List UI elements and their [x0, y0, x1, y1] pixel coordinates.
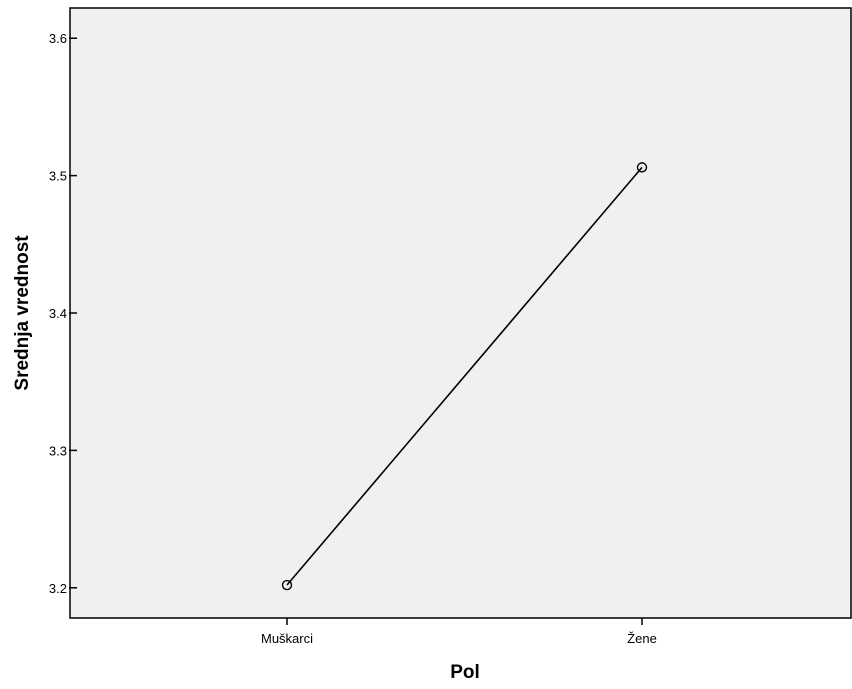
y-tick-label: 3.2	[49, 581, 67, 596]
data-point-marker	[281, 579, 293, 591]
x-tick-label: Muškarci	[261, 631, 313, 646]
x-tick-label: Žene	[627, 631, 657, 646]
y-axis-title: Srednja vrednost	[12, 235, 33, 391]
series-line	[286, 166, 643, 586]
y-tick-label: 3.6	[49, 31, 67, 46]
data-point-marker	[636, 162, 648, 173]
plot-area	[69, 7, 852, 619]
y-tick-label: 3.3	[49, 443, 67, 458]
x-axis-ticks: Muškarci Žene	[261, 618, 657, 646]
y-axis-ticks: 3.2 3.3 3.4 3.5 3.6	[49, 31, 77, 596]
series-group	[281, 162, 648, 591]
x-axis-title: Pol	[450, 662, 480, 683]
y-tick-label: 3.5	[49, 169, 67, 184]
y-tick-label: 3.4	[49, 306, 67, 321]
